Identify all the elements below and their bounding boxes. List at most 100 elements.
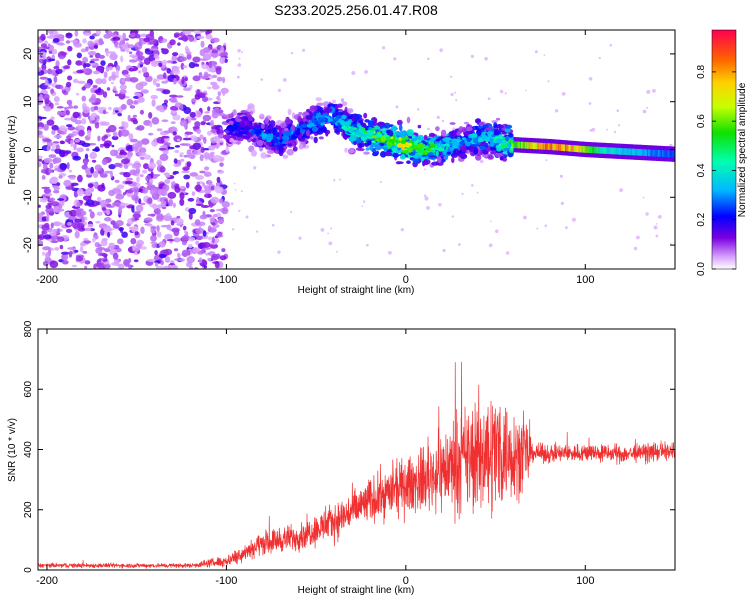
noise-blob	[58, 175, 63, 179]
noise-blob	[118, 227, 124, 231]
noise-blob	[167, 191, 177, 199]
ridge-blob	[477, 139, 484, 143]
noise-blob	[114, 162, 122, 167]
line-core	[580, 145, 582, 153]
noise-blob	[97, 135, 101, 142]
signal-blob	[256, 125, 261, 129]
signal-blob	[365, 147, 370, 151]
line-core	[541, 142, 543, 150]
signal-blob	[340, 98, 344, 103]
noise-blob	[76, 52, 83, 59]
noise-blob	[351, 71, 356, 75]
noise-blob	[199, 134, 204, 140]
signal-blob	[383, 146, 388, 152]
snr-marks	[38, 361, 675, 569]
noise-blob	[50, 176, 59, 184]
noise-blob	[206, 180, 213, 185]
signal-blob	[456, 131, 461, 136]
noise-blob	[188, 212, 193, 220]
signal-blob	[423, 134, 428, 141]
ridge-blob	[306, 124, 311, 128]
noise-blob	[189, 135, 198, 142]
noise-blob	[154, 250, 158, 256]
signal-blob	[321, 126, 327, 133]
noise-blob	[451, 215, 454, 218]
noise-blob	[56, 222, 64, 226]
signal-blob	[311, 126, 319, 132]
noise-blob	[215, 208, 223, 212]
noise-blob	[43, 124, 49, 131]
noise-blob	[89, 35, 95, 40]
noise-blob	[108, 76, 112, 82]
noise-blob	[188, 243, 193, 249]
noise-blob	[327, 232, 329, 235]
noise-blob	[39, 58, 44, 64]
noise-blob	[646, 106, 648, 109]
line-core	[657, 150, 660, 157]
noise-blob	[103, 264, 111, 269]
noise-blob	[139, 156, 145, 160]
noise-blob	[85, 46, 89, 52]
ridge-blob	[354, 130, 360, 135]
noise-blob	[79, 245, 84, 253]
noise-blob	[43, 188, 52, 194]
signal-blob	[235, 118, 242, 123]
noise-blob	[172, 202, 176, 208]
line-core	[542, 142, 544, 150]
noise-blob	[130, 32, 136, 38]
noise-blob	[176, 95, 184, 98]
noise-blob	[210, 151, 215, 155]
line-core	[551, 143, 553, 151]
signal-blob	[477, 126, 484, 129]
noise-blob	[177, 252, 181, 259]
noise-blob	[147, 213, 156, 217]
noise-blob	[84, 227, 92, 232]
noise-blob	[106, 205, 115, 208]
noise-blob	[179, 103, 184, 111]
signal-blob	[265, 146, 273, 150]
line-core	[586, 146, 589, 153]
colorbar-ticks: 0.0 0.2 0.4 0.6 0.8	[696, 64, 736, 276]
signal-blob	[292, 146, 298, 152]
ridge-blob	[296, 127, 301, 132]
noise-blob	[162, 89, 171, 95]
noise-blob	[59, 244, 64, 250]
noise-blob	[122, 192, 126, 196]
noise-blob	[65, 81, 72, 88]
signal-blob	[315, 97, 322, 102]
noise-blob	[101, 207, 107, 211]
noise-blob	[47, 68, 53, 75]
ridge-blob	[489, 142, 495, 147]
line-core	[520, 141, 522, 149]
ridge-blob	[445, 139, 450, 145]
noise-blob	[218, 217, 224, 225]
noise-blob	[194, 30, 203, 35]
noise-blob	[204, 111, 210, 114]
noise-blob	[81, 95, 87, 102]
noise-blob	[132, 245, 136, 251]
line-core	[537, 142, 539, 150]
noise-blob	[320, 228, 325, 232]
noise-blob	[63, 65, 71, 70]
noise-blob	[51, 129, 56, 135]
noise-blob	[545, 159, 548, 162]
noise-blob	[204, 193, 212, 198]
signal-blob	[347, 108, 354, 114]
signal-blob	[446, 151, 451, 155]
noise-blob	[176, 218, 184, 225]
signal-blob	[368, 126, 372, 131]
signal-blob	[271, 146, 275, 151]
noise-blob	[161, 119, 169, 123]
line-core	[583, 146, 585, 153]
noise-blob	[75, 256, 84, 262]
signal-blob	[341, 101, 348, 106]
line-core	[644, 149, 647, 156]
noise-blob	[137, 70, 142, 74]
ridge-blob	[413, 145, 418, 149]
line-core	[525, 142, 527, 149]
noise-blob	[179, 154, 183, 158]
noise-blob	[158, 62, 163, 67]
line-core	[603, 147, 606, 154]
noise-blob	[173, 163, 181, 167]
